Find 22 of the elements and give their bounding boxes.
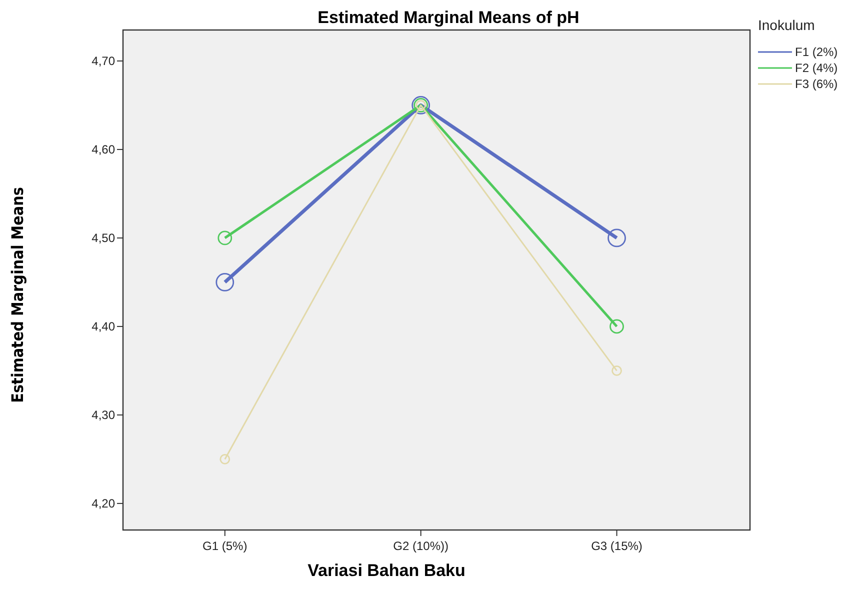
chart-title: Estimated Marginal Means of pH: [318, 8, 580, 27]
y-tick-label: 4,40: [92, 320, 116, 334]
x-axis-title: Variasi Bahan Baku: [308, 561, 466, 580]
x-tick-label: G1 (5%): [202, 539, 248, 553]
legend-label: F3 (6%): [795, 77, 838, 92]
y-tick-label: 4,20: [92, 496, 116, 511]
y-tick-label: 4,60: [92, 142, 116, 157]
x-tick-label: G2 (10%)): [393, 539, 449, 553]
x-tick-label: G3 (15%): [591, 539, 642, 553]
legend-title: Inokulum: [758, 17, 815, 33]
y-tick-label: 4,30: [92, 408, 116, 422]
point: [220, 454, 230, 464]
y-tick-label: 4,50: [92, 231, 116, 246]
point: [612, 366, 622, 376]
y-tick-label: 4,70: [92, 54, 116, 68]
legend-label: F2 (4%): [795, 61, 838, 76]
point: [608, 228, 626, 248]
y-axis-title: Estimated Marginal Means: [8, 187, 27, 403]
point: [610, 319, 624, 334]
legend-label: F1 (2%): [795, 45, 838, 60]
point: [216, 273, 234, 292]
point: [218, 230, 232, 246]
